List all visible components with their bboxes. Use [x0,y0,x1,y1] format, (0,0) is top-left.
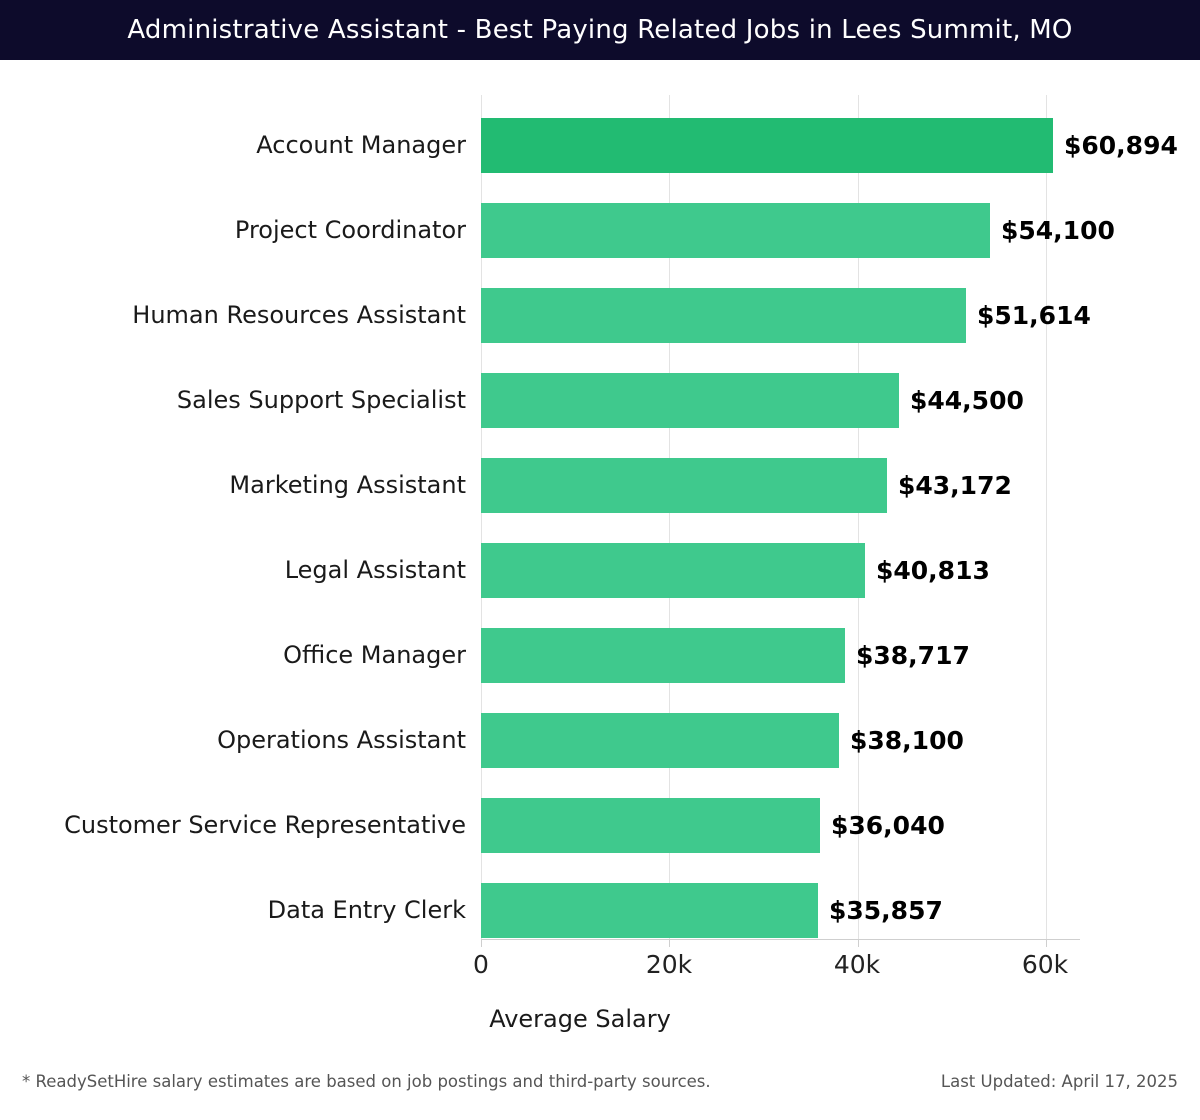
tick-mark-40k [858,940,859,947]
bar[interactable] [481,543,865,598]
x-tick-label: 20k [645,950,693,979]
bar-value-label: $36,040 [831,811,945,840]
footer-disclaimer: * ReadySetHire salary estimates are base… [22,1071,711,1091]
bar[interactable] [481,798,820,853]
gridline-0 [481,95,482,940]
bar-value-label: $40,813 [876,556,990,585]
bar-category-label: Human Resources Assistant [132,301,466,329]
bar-rows: Account Manager $60,894 Project Coordinato… [0,118,1200,968]
x-tick-label: 40k [833,950,881,979]
bar[interactable] [481,628,845,683]
bar-row: Operations Assistant $38,100 [0,713,1200,798]
x-axis-line [481,939,1080,940]
bar-category-label: Office Manager [283,641,466,669]
bar-value-label: $43,172 [898,471,1012,500]
bar-row: Account Manager $60,894 [0,118,1200,203]
bar-value-label: $35,857 [829,896,943,925]
bar-category-label: Project Coordinator [234,216,466,244]
bar[interactable] [481,713,839,768]
bar-category-label: Customer Service Representative [64,811,466,839]
chart-footer: * ReadySetHire salary estimates are base… [0,1060,1200,1120]
bar-value-label: $44,500 [910,386,1024,415]
bar-value-label: $60,894 [1064,131,1178,160]
bar-row: Marketing Assistant $43,172 [0,458,1200,543]
gridline-40k [858,95,859,940]
chart-title: Administrative Assistant - Best Paying R… [127,15,1073,45]
tick-mark-20k [669,940,670,947]
bar[interactable] [481,458,887,513]
gridline-20k [669,95,670,940]
bar[interactable] [481,118,1053,173]
bar[interactable] [481,883,818,938]
x-tick-label: 0 [473,950,489,979]
gridline-60k [1046,95,1047,940]
chart-body: Account Manager $60,894 Project Coordinato… [0,60,1200,1060]
bar-category-label: Sales Support Specialist [176,386,466,414]
bar-category-label: Operations Assistant [217,726,466,754]
bar-row: Customer Service Representative $36,040 [0,798,1200,883]
footer-last-updated: Last Updated: April 17, 2025 [940,1071,1178,1091]
bar-value-label: $54,100 [1001,216,1115,245]
bar[interactable] [481,288,966,343]
chart-header-bar: Administrative Assistant - Best Paying R… [0,0,1200,60]
bar-value-label: $38,717 [856,641,970,670]
bar-row: Project Coordinator $54,100 [0,203,1200,288]
bar[interactable] [481,373,899,428]
bar-row: Legal Assistant $40,813 [0,543,1200,628]
bar-row: Data Entry Clerk $35,857 [0,883,1200,968]
bar-category-label: Account Manager [256,131,466,159]
bar-value-label: $51,614 [977,301,1091,330]
bar-row: Office Manager $38,717 [0,628,1200,713]
bar-value-label: $38,100 [850,726,964,755]
bar-category-label: Marketing Assistant [229,471,466,499]
bar[interactable] [481,203,990,258]
plot-area [481,95,1080,947]
tick-mark-0 [481,940,482,947]
bar-row: Human Resources Assistant $51,614 [0,288,1200,373]
bar-category-label: Data Entry Clerk [267,896,466,924]
bar-category-label: Legal Assistant [284,556,466,584]
bar-row: Sales Support Specialist $44,500 [0,373,1200,458]
tick-mark-60k [1046,940,1047,947]
x-tick-label: 60k [1021,950,1069,979]
x-axis-title: Average Salary [489,1005,671,1033]
